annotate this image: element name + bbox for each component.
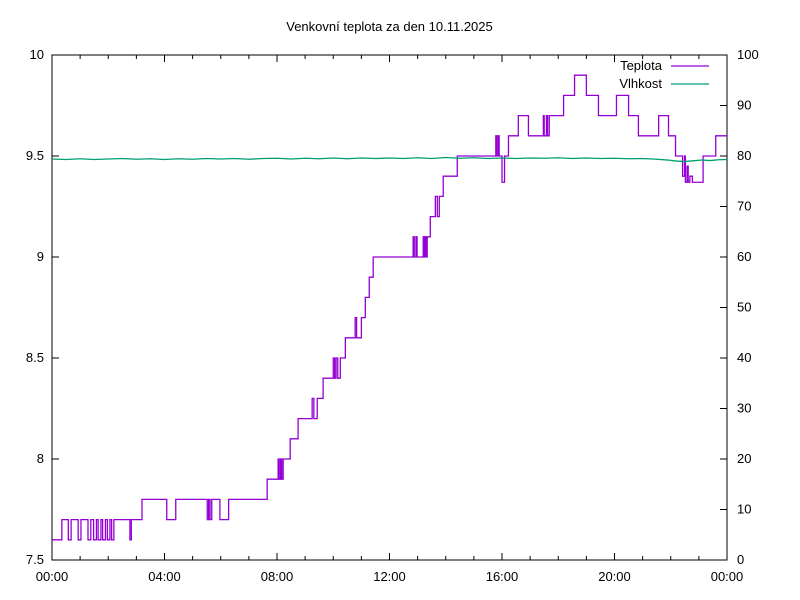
chart-line-teplota xyxy=(52,74,727,541)
y-right-tick-label: 100 xyxy=(737,47,759,62)
y-left-tick-label: 9 xyxy=(37,249,44,264)
legend-label-teplota: Teplota xyxy=(620,58,663,73)
y-left-tick-label: 9.5 xyxy=(26,148,44,163)
y-right-tick-label: 60 xyxy=(737,249,751,264)
legend-label-vlhkost: Vlhkost xyxy=(619,76,662,91)
chart-title: Venkovní teplota za den 10.11.2025 xyxy=(286,19,492,34)
y-right-tick-label: 90 xyxy=(737,98,751,113)
y-right-tick-label: 0 xyxy=(737,552,744,567)
y-right-tick-label: 30 xyxy=(737,401,751,416)
x-tick-label: 00:00 xyxy=(711,569,744,584)
x-tick-label: 00:00 xyxy=(36,569,69,584)
chart-line-vlhkost xyxy=(51,156,728,163)
y-right-tick-label: 10 xyxy=(737,502,751,517)
x-tick-label: 20:00 xyxy=(598,569,631,584)
y-right-tick-label: 20 xyxy=(737,451,751,466)
y-right-tick-label: 40 xyxy=(737,350,751,365)
x-tick-label: 08:00 xyxy=(261,569,294,584)
x-tick-label: 12:00 xyxy=(373,569,406,584)
y-right-tick-label: 70 xyxy=(737,199,751,214)
y-left-tick-label: 8 xyxy=(37,451,44,466)
y-right-tick-label: 80 xyxy=(737,148,751,163)
x-tick-label: 04:00 xyxy=(148,569,181,584)
chart-body: 00:00 04:00 08:00 12:00 16:00 20:00 00:00 7.5 8 8… xyxy=(26,47,759,584)
plot-border xyxy=(51,54,728,561)
x-tick-label: 16:00 xyxy=(486,569,519,584)
y-left-tick-label: 10 xyxy=(30,47,44,62)
y-right-tick-label: 50 xyxy=(737,300,751,315)
y-left-tick-label: 7.5 xyxy=(26,552,44,567)
y-left-tick-label: 8.5 xyxy=(26,350,44,365)
